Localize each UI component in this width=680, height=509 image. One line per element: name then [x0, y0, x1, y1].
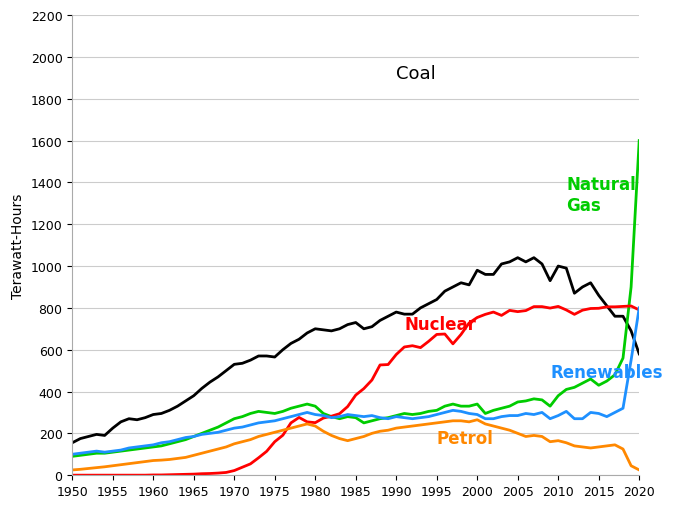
Text: Petrol: Petrol [437, 429, 494, 447]
Text: Nuclear: Nuclear [405, 315, 476, 333]
Text: Natural
Gas: Natural Gas [566, 176, 636, 214]
Y-axis label: Terawatt-Hours: Terawatt-Hours [11, 193, 25, 298]
Text: Renewables: Renewables [550, 363, 662, 381]
Text: Coal: Coal [396, 65, 436, 82]
